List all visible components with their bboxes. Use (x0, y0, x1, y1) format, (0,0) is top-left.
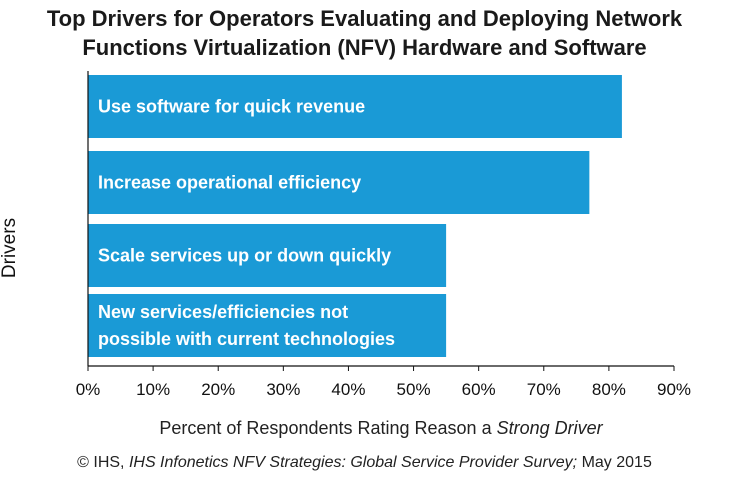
bar (88, 294, 447, 357)
bar-label: Use software for quick revenue (98, 97, 365, 117)
bar-label: Increase operational efficiency (98, 173, 361, 193)
bar-label: Scale services up or down quickly (98, 246, 391, 266)
bar-label: New services/efficiencies not (98, 302, 348, 322)
x-tick-label: 60% (462, 380, 496, 399)
x-tick-label: 80% (592, 380, 626, 399)
source-suffix: May 2015 (577, 454, 652, 471)
bar-label: possible with current technologies (98, 329, 395, 349)
bar (88, 75, 622, 138)
x-tick-label: 90% (657, 380, 691, 399)
source-note: © IHS, IHS Infonetics NFV Strategies: Gl… (0, 454, 729, 472)
x-tick-label: 30% (266, 380, 300, 399)
x-tick-label: 0% (76, 380, 101, 399)
chart-title-line-2: Functions Virtualization (NFV) Hardware … (82, 35, 647, 60)
x-tick-label: 40% (331, 380, 365, 399)
x-tick-label: 50% (397, 380, 431, 399)
x-tick-label: 20% (201, 380, 235, 399)
x-tick-label: 70% (527, 380, 561, 399)
x-axis-label-prefix: Percent of Respondents Rating Reason a (159, 418, 497, 438)
source-prefix: © IHS, (77, 454, 129, 471)
y-axis-label: Drivers (0, 217, 20, 279)
chart-title-line-1: Top Drivers for Operators Evaluating and… (46, 6, 683, 31)
x-axis-label: Percent of Respondents Rating Reason a S… (88, 418, 674, 439)
bar (88, 151, 590, 214)
source-emphasis: IHS Infonetics NFV Strategies: Global Se… (128, 454, 578, 471)
x-tick-label: 10% (136, 380, 170, 399)
bar (88, 224, 447, 287)
chart-title: Top Drivers for Operators Evaluating and… (0, 4, 729, 62)
x-axis-label-emphasis: Strong Driver (496, 418, 603, 438)
